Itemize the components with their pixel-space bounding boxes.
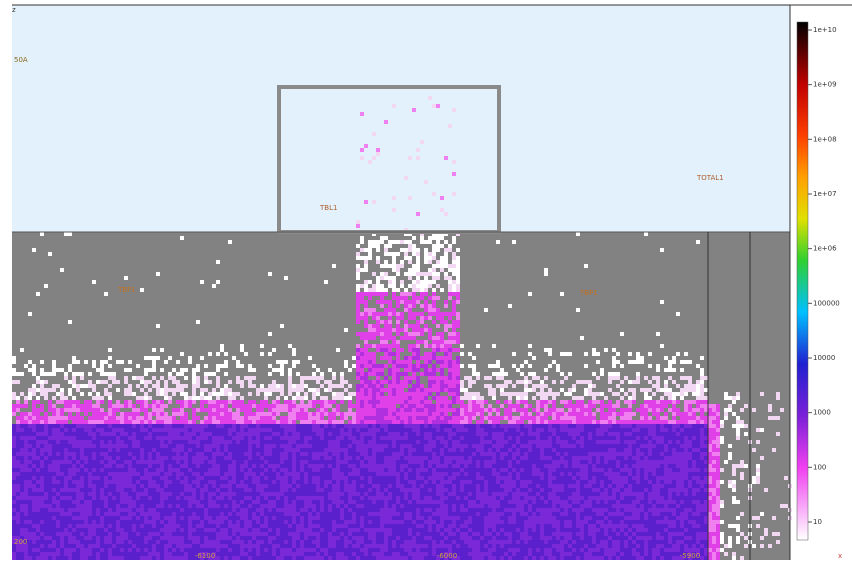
colorbar-tick-label: 1e+09 bbox=[813, 81, 837, 89]
colorbar-tick-label: 10 bbox=[813, 518, 822, 526]
x-tick-label: -5900 bbox=[680, 552, 700, 560]
heat-cells bbox=[356, 348, 460, 424]
air-region bbox=[12, 5, 790, 232]
region-label: TBP1 bbox=[117, 286, 136, 294]
colorbar-tick-label: 10000 bbox=[813, 354, 835, 362]
region-label: TBL1 bbox=[319, 204, 337, 212]
colorbar-tick-label: 1e+06 bbox=[813, 245, 837, 253]
region-label: TBP1 bbox=[579, 289, 598, 297]
heat-cells bbox=[12, 424, 708, 560]
colorbar-tick-label: 1000 bbox=[813, 409, 831, 417]
heat-cells bbox=[12, 232, 764, 560]
region-label: 200 bbox=[14, 538, 27, 546]
colorbar-tick-label: 1e+10 bbox=[813, 26, 837, 34]
x-tick-label: -6100 bbox=[195, 552, 215, 560]
colorbar-tick-label: 100000 bbox=[813, 299, 840, 307]
colorbar-tick-label: 1e+07 bbox=[813, 190, 837, 198]
corner-label: z bbox=[12, 6, 16, 14]
colorbar-tick-label: 1e+08 bbox=[813, 135, 837, 143]
region-label: TOTAL1 bbox=[696, 174, 724, 182]
heat-cells bbox=[12, 292, 720, 560]
region-label: 50A bbox=[14, 56, 28, 64]
x-tick-label: -6000 bbox=[437, 552, 457, 560]
x-axis-label: x bbox=[838, 552, 842, 560]
colorbar-tick-label: 100 bbox=[813, 463, 826, 471]
colorbar-ticks: 1e+10 1e+09 1e+08 1e+07 1e+06 100000 10000 1000… bbox=[808, 26, 840, 526]
heatmap bbox=[12, 96, 792, 560]
colorbar bbox=[796, 21, 809, 541]
